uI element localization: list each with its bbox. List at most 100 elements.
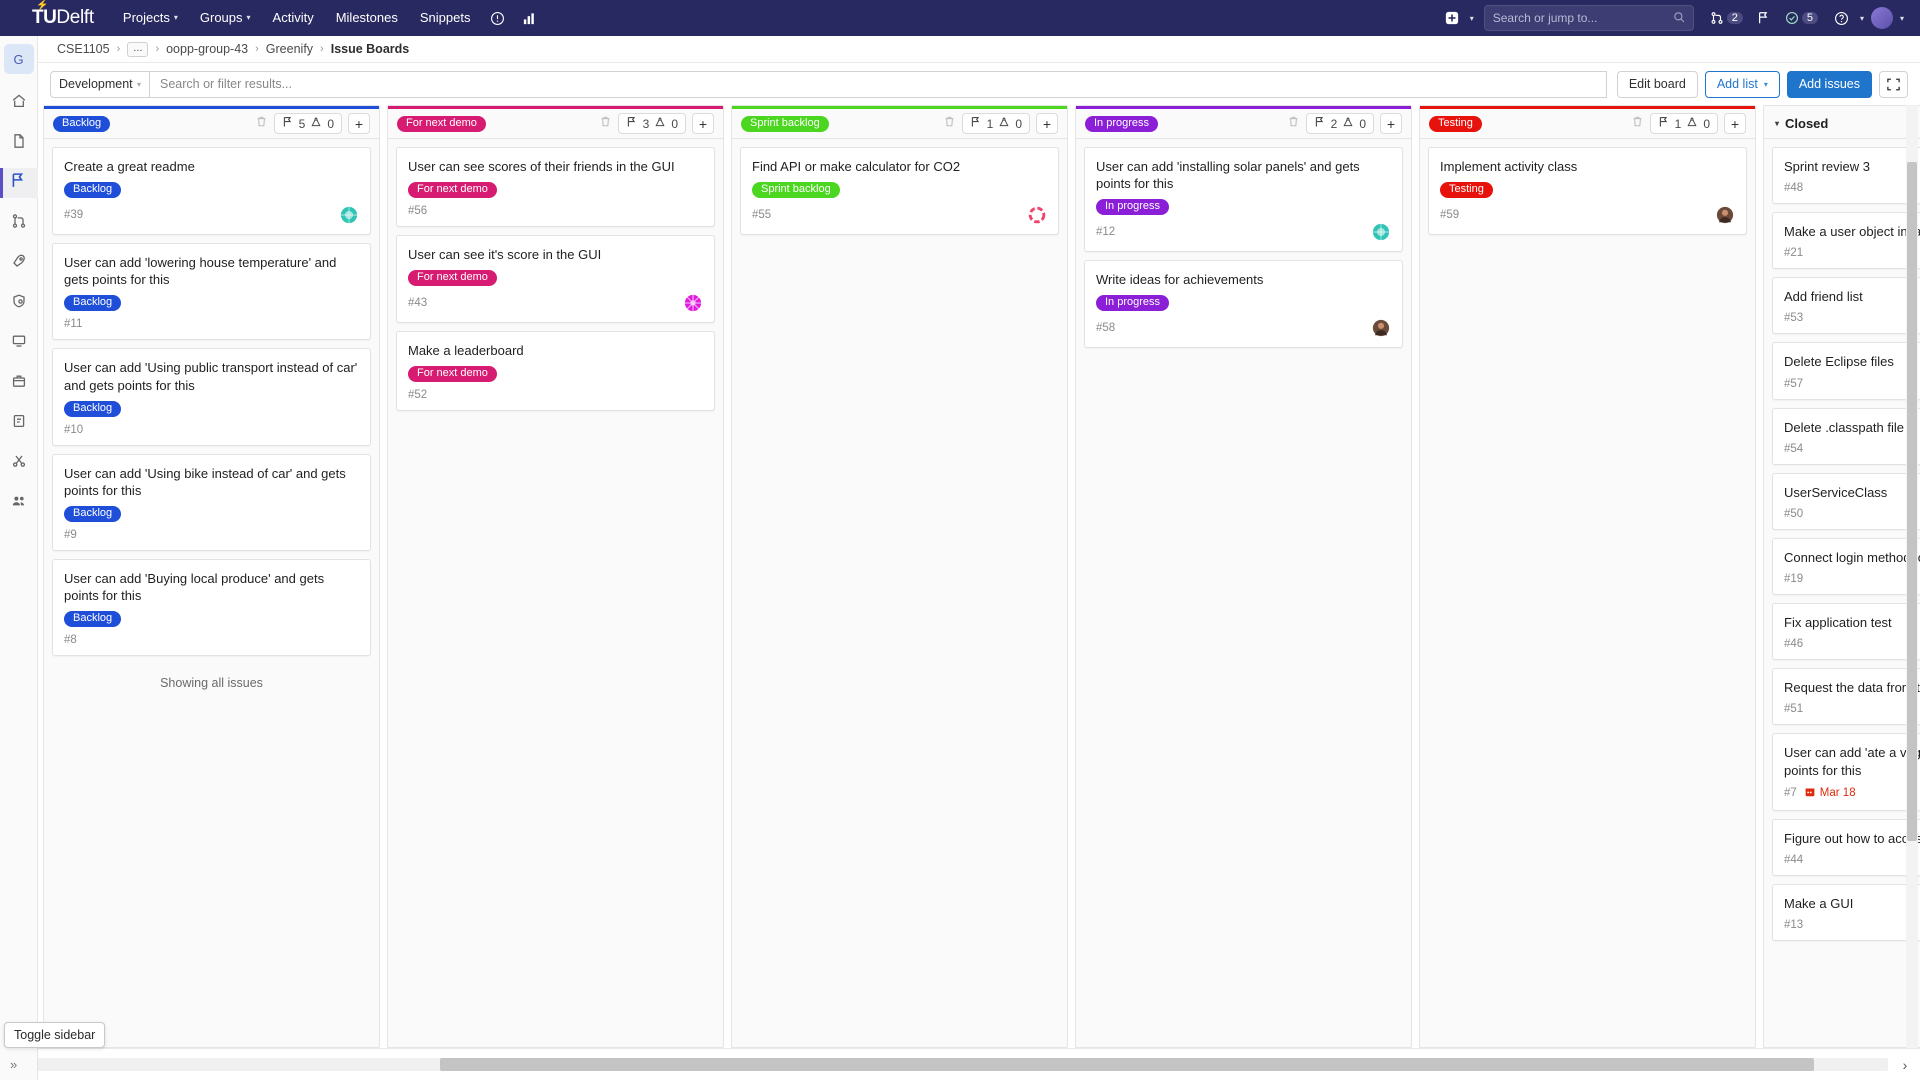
- issue-card[interactable]: User can add 'Buying local produce' and …: [52, 559, 371, 657]
- chevron-down-icon[interactable]: ▾: [1899, 13, 1904, 23]
- issue-label[interactable]: Backlog: [64, 611, 122, 628]
- chevron-down-icon[interactable]: ▾: [1775, 119, 1780, 128]
- horizontal-scrollbar-track[interactable]: [32, 1058, 1888, 1071]
- list-label[interactable]: In progress: [1085, 115, 1159, 132]
- list-label[interactable]: Sprint backlog: [741, 115, 829, 132]
- help-circle-icon[interactable]: [481, 0, 513, 36]
- issue-card[interactable]: Connect login method to database #19: [1772, 537, 1920, 596]
- issue-label[interactable]: Testing: [1440, 182, 1493, 199]
- sidebar-item-security[interactable]: [0, 288, 38, 318]
- issue-card[interactable]: Make a GUI #13: [1772, 883, 1920, 942]
- issue-card[interactable]: Figure out how to access data from the s…: [1772, 818, 1920, 876]
- issue-label[interactable]: Backlog: [64, 182, 122, 199]
- sidebar-item-packages[interactable]: [0, 368, 38, 398]
- issue-label[interactable]: Backlog: [64, 400, 122, 417]
- list-label[interactable]: For next demo: [397, 115, 486, 132]
- add-issue-to-list-button[interactable]: +: [692, 113, 714, 134]
- vertical-scrollbar[interactable]: [1906, 105, 1918, 1048]
- issue-card[interactable]: User can see it's score in the GUI For ne…: [396, 235, 715, 324]
- issue-label[interactable]: In progress: [1096, 199, 1170, 216]
- issue-card[interactable]: Make a leaderboard For next demo #52: [396, 331, 715, 412]
- avatar[interactable]: [1866, 0, 1898, 36]
- issue-label[interactable]: For next demo: [408, 366, 497, 383]
- tudelft-logo[interactable]: ⚡ TU Delft: [32, 0, 94, 29]
- issue-card[interactable]: Delete Eclipse files #57: [1772, 342, 1920, 400]
- delete-list-icon[interactable]: [255, 115, 268, 133]
- collapse-sidebar-icon[interactable]: »: [10, 1057, 18, 1072]
- issue-label[interactable]: Backlog: [64, 295, 122, 312]
- search-input[interactable]: Search or jump to...: [1483, 5, 1694, 31]
- project-avatar[interactable]: G: [3, 44, 34, 74]
- analytics-icon[interactable]: [513, 0, 545, 36]
- add-issue-to-list-button[interactable]: +: [1724, 113, 1746, 134]
- issue-label[interactable]: For next demo: [408, 182, 497, 199]
- edit-board-button[interactable]: Edit board: [1616, 70, 1698, 98]
- delete-list-icon[interactable]: [599, 115, 612, 133]
- issue-card[interactable]: User can add 'installing solar panels' a…: [1084, 147, 1403, 253]
- issue-card[interactable]: User can add 'ate a vegetarian meal' and…: [1772, 733, 1920, 811]
- vertical-scrollbar-thumb[interactable]: [1907, 161, 1917, 841]
- help-icon[interactable]: [1826, 0, 1858, 36]
- issue-card[interactable]: Delete .classpath file #54: [1772, 407, 1920, 465]
- add-issues-button[interactable]: Add issues: [1786, 70, 1872, 98]
- issues-counter[interactable]: [1751, 8, 1777, 28]
- add-issue-to-list-button[interactable]: +: [348, 113, 370, 134]
- issue-card[interactable]: Create a great readme Backlog #39: [52, 147, 371, 236]
- sidebar-item-snippets[interactable]: [0, 448, 38, 478]
- issue-card[interactable]: User can add 'Using bike instead of car'…: [52, 453, 371, 552]
- issue-card[interactable]: Fix application test #46: [1772, 603, 1920, 661]
- list-label[interactable]: Backlog: [53, 115, 111, 132]
- merge-requests-counter[interactable]: 2: [1704, 8, 1749, 28]
- issue-label[interactable]: In progress: [1096, 295, 1170, 312]
- breadcrumb-oopp-group-43[interactable]: oopp-group-43: [166, 42, 249, 56]
- issue-label[interactable]: Sprint backlog: [752, 182, 840, 199]
- add-issue-to-list-button[interactable]: +: [1036, 113, 1058, 134]
- horizontal-scrollbar-thumb[interactable]: [440, 1058, 1814, 1071]
- list-label[interactable]: Testing: [1429, 115, 1482, 132]
- issue-card[interactable]: Write ideas for achievements In progress #…: [1084, 260, 1403, 349]
- nav-snippets[interactable]: Snippets: [419, 10, 471, 25]
- nav-projects[interactable]: Projects ▾: [112, 0, 189, 36]
- filter-input[interactable]: Search or filter results...: [150, 70, 1607, 98]
- issue-card[interactable]: UserServiceClass #50: [1772, 472, 1920, 530]
- focus-mode-icon[interactable]: [1879, 70, 1908, 98]
- sidebar-item-cicd[interactable]: [0, 248, 38, 278]
- delete-list-icon[interactable]: [1631, 115, 1644, 133]
- sidebar-item-members[interactable]: [0, 488, 38, 518]
- chevron-down-icon[interactable]: ▾: [1859, 13, 1864, 23]
- scroll-right-icon[interactable]: ›: [1902, 1056, 1908, 1073]
- closed-list-header[interactable]: ▾ Closed: [1764, 109, 1920, 139]
- delete-list-icon[interactable]: [1287, 115, 1300, 133]
- add-issue-to-list-button[interactable]: +: [1380, 113, 1402, 134]
- issue-label[interactable]: For next demo: [408, 270, 497, 287]
- issue-card[interactable]: Sprint review 3 #48: [1772, 147, 1920, 205]
- issue-label[interactable]: Backlog: [64, 506, 122, 523]
- issue-card[interactable]: User can add 'lowering house temperature…: [52, 243, 371, 341]
- chevron-down-icon[interactable]: ▾: [1469, 13, 1474, 23]
- issue-card[interactable]: Request the data from the server about t…: [1772, 668, 1920, 726]
- sidebar-item-home[interactable]: [0, 88, 38, 118]
- issue-card[interactable]: User can see scores of their friends in …: [396, 147, 715, 228]
- delete-list-icon[interactable]: [943, 115, 956, 133]
- plus-icon[interactable]: [1436, 0, 1468, 36]
- nav-groups[interactable]: Groups ▾: [189, 0, 262, 36]
- sidebar-item-issues[interactable]: [0, 168, 38, 198]
- sidebar-item-merge-requests[interactable]: [0, 208, 38, 238]
- issue-card[interactable]: Make a user object in java #21: [1772, 212, 1920, 270]
- issue-card[interactable]: Implement activity class Testing #59: [1428, 147, 1747, 236]
- issue-card[interactable]: Find API or make calculator for CO2 Sprin…: [740, 147, 1059, 236]
- sidebar-item-analytics[interactable]: [0, 408, 38, 438]
- todos-counter[interactable]: 5: [1779, 8, 1824, 28]
- nav-milestones[interactable]: Milestones: [335, 10, 398, 25]
- issue-card[interactable]: User can add 'Using public transport ins…: [52, 348, 371, 446]
- breadcrumb-ellipsis[interactable]: ...: [127, 41, 149, 57]
- breadcrumb-greenify[interactable]: Greenify: [265, 42, 314, 56]
- horizontal-scrollbar[interactable]: ‹ ›: [0, 1048, 1920, 1080]
- issue-card[interactable]: Add friend list #53: [1772, 277, 1920, 335]
- board-scope-select[interactable]: Development ▾: [50, 70, 150, 98]
- add-list-button[interactable]: Add list ▾: [1704, 70, 1780, 98]
- sidebar-item-deployments[interactable]: [0, 328, 38, 358]
- sidebar-item-repository[interactable]: [0, 128, 38, 158]
- breadcrumb-cse1105[interactable]: CSE1105: [57, 42, 110, 56]
- nav-activity[interactable]: Activity: [272, 10, 314, 25]
